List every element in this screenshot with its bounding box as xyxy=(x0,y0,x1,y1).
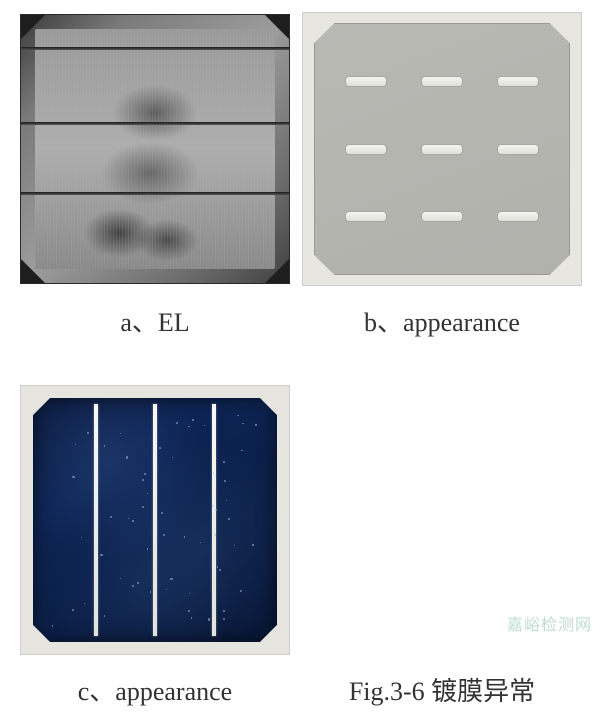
speckle xyxy=(132,520,134,522)
solder-pad xyxy=(497,211,539,222)
speckle xyxy=(126,456,128,458)
busbar-line xyxy=(21,47,289,50)
speckle xyxy=(188,426,189,427)
caption-a: a、EL xyxy=(18,292,292,355)
panel-c-cell xyxy=(18,385,292,655)
solder-pad xyxy=(345,76,387,87)
speckle xyxy=(213,472,215,474)
speckle xyxy=(170,578,172,580)
speckle xyxy=(87,432,89,434)
speckle xyxy=(240,590,242,592)
solder-pad xyxy=(421,211,463,222)
speckle xyxy=(215,509,217,511)
solder-pad xyxy=(421,144,463,155)
speckle xyxy=(176,422,178,424)
speckle xyxy=(142,506,144,508)
speckle xyxy=(191,617,192,618)
speckle xyxy=(208,618,210,620)
speckle xyxy=(144,473,146,475)
speckle xyxy=(150,591,152,593)
speckle xyxy=(166,589,167,590)
figure-label: Fig.3-6 镀膜异常 xyxy=(302,661,582,724)
speckle xyxy=(217,566,218,567)
speckle xyxy=(204,425,206,427)
speckle xyxy=(223,618,225,620)
busbar xyxy=(153,404,157,636)
caption-c: c、appearance xyxy=(18,661,292,724)
watermark-text: 嘉峪检测网 xyxy=(507,611,592,635)
busbar-line xyxy=(21,122,289,125)
panel-a-el-image xyxy=(20,14,290,284)
speckle xyxy=(147,493,148,494)
speckle xyxy=(142,479,144,481)
speckle xyxy=(237,415,239,417)
panel-a-cell xyxy=(18,12,292,286)
solder-pad xyxy=(421,76,463,87)
speckle xyxy=(161,512,163,514)
panel-b-appearance-image xyxy=(314,23,570,275)
speckle xyxy=(120,578,121,579)
speckle xyxy=(224,480,226,482)
solder-pad xyxy=(497,76,539,87)
speckle xyxy=(110,516,112,518)
speckle xyxy=(172,457,173,458)
speckle xyxy=(84,603,85,604)
solder-pad xyxy=(497,144,539,155)
speckle xyxy=(188,610,190,612)
solder-pad xyxy=(345,211,387,222)
speckle xyxy=(242,423,243,424)
speckle xyxy=(100,554,102,556)
panel-b-cell xyxy=(302,12,582,286)
corner-cut xyxy=(263,14,290,41)
speckle xyxy=(159,447,161,449)
corner-cut xyxy=(20,14,47,41)
speckle xyxy=(255,424,256,425)
speckle xyxy=(234,545,235,546)
speckle xyxy=(75,444,76,445)
speckle xyxy=(132,585,134,587)
busbar xyxy=(94,404,98,636)
speckle xyxy=(128,518,129,519)
speckle xyxy=(72,609,74,611)
speckle xyxy=(214,534,216,536)
speckle xyxy=(52,625,53,626)
busbar xyxy=(212,404,216,636)
speckle xyxy=(163,534,165,536)
speckle xyxy=(189,593,190,594)
panel-c-appearance-image xyxy=(33,398,277,642)
row-spacer xyxy=(18,361,292,379)
speckle xyxy=(192,419,194,421)
speckle xyxy=(72,476,74,478)
speckle xyxy=(226,500,227,501)
solder-pad xyxy=(345,144,387,155)
speckle xyxy=(223,610,225,612)
speckle xyxy=(104,615,105,616)
busbar-line xyxy=(21,192,289,195)
panel-b-wrapper xyxy=(302,12,582,286)
speckle xyxy=(241,450,242,451)
speckle xyxy=(219,569,221,571)
corner-cut xyxy=(20,257,47,284)
speckle xyxy=(137,582,139,584)
row-spacer xyxy=(302,361,582,379)
speckle xyxy=(184,536,185,537)
speckle xyxy=(252,544,253,545)
speckle xyxy=(223,461,225,463)
caption-b: b、appearance xyxy=(302,292,582,355)
speckle xyxy=(120,433,121,434)
speckle xyxy=(200,542,201,543)
corner-cut xyxy=(263,257,290,284)
speckle xyxy=(104,445,105,446)
speckle xyxy=(81,537,82,538)
panel-c-wrapper xyxy=(20,385,290,655)
speckle xyxy=(147,548,148,549)
speckle xyxy=(228,518,230,520)
